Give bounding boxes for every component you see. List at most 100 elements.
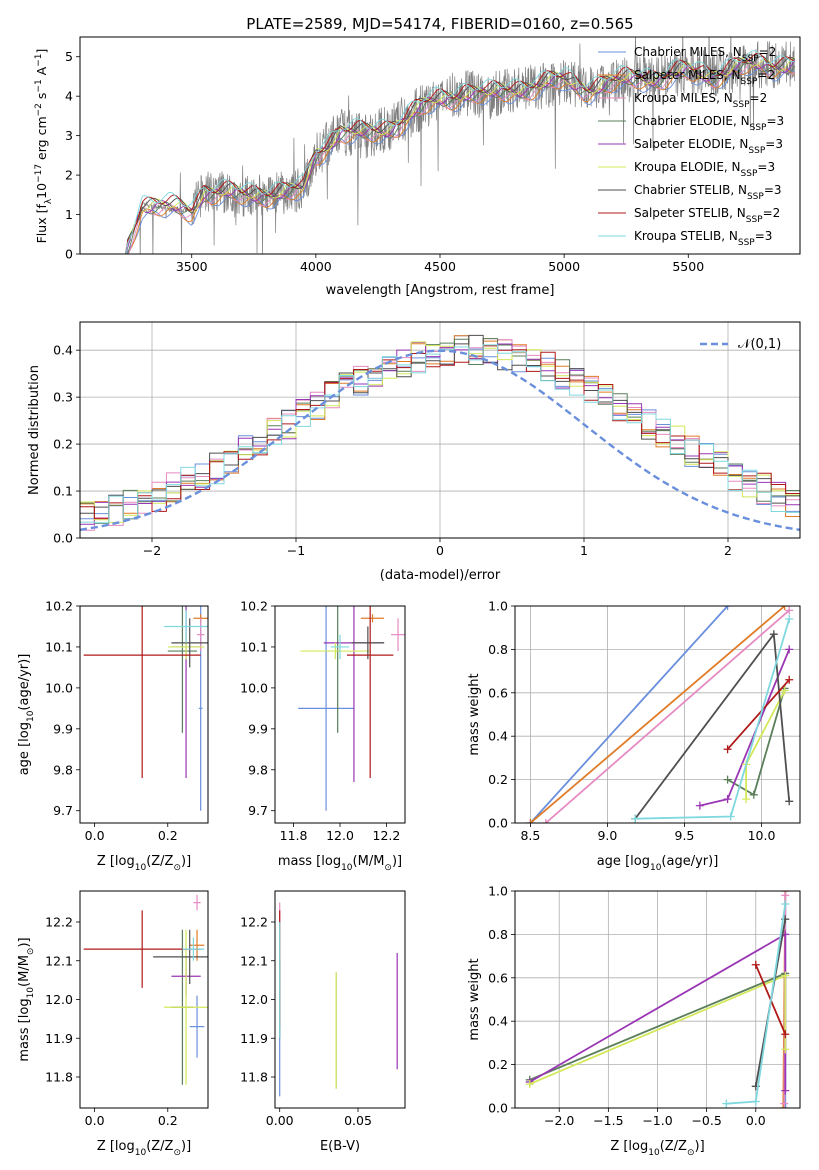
y-tick-label: 4: [65, 89, 73, 104]
errorbar-point: [164, 929, 208, 1085]
x-tick-label: 1: [580, 543, 588, 558]
errorbar-point: [360, 614, 385, 623]
y-tick-label: 10.1: [240, 639, 268, 654]
model-spectrum-line: [124, 61, 796, 254]
y-tick-label: 10.1: [45, 639, 73, 654]
axes-frame: [274, 605, 406, 824]
x-tick-label: −2.0: [544, 1113, 574, 1128]
mass-weight-marker: [723, 775, 732, 784]
mass-vs-metallicity-panel: 0.0 0.2 11.8 11.9 12.0 12.1 12.2 Z [log10(Z/Z⊙)…: [17, 890, 209, 1158]
y-tick-label: 10.2: [45, 599, 73, 614]
mass-weight-marker: [781, 1030, 790, 1039]
x-tick-label: 12.2: [373, 828, 401, 843]
y-tick-label: 10.0: [45, 680, 73, 695]
axes-frame: [514, 605, 801, 824]
y-tick-label: 0.4: [488, 729, 508, 744]
mass-vs-ebv-panel: 0.00 0.05 11.8 11.9 12.0 12.1 12.2 E(B-V): [240, 890, 406, 1154]
y-tick-label: 0.1: [53, 484, 73, 499]
y-tick-label: 1: [65, 207, 73, 222]
x-axis-label: mass [log10(M/M⊙)]: [278, 854, 402, 873]
x-tick-label: 9.5: [675, 828, 695, 843]
y-tick-label: 11.8: [45, 1070, 73, 1085]
x-tick-label: 11.8: [280, 828, 308, 843]
mass-weight-marker: [525, 1080, 534, 1089]
mass-weight-marker: [526, 819, 535, 823]
mass-weight-marker: [541, 819, 550, 823]
mass-weight-marker: [723, 745, 732, 754]
x-tick-label: 0.0: [746, 1113, 766, 1128]
mass-weight-marker: [723, 795, 732, 804]
y-tick-label: 3: [65, 128, 73, 143]
axes-frame: [79, 321, 801, 539]
mass-weight-marker: [785, 645, 794, 654]
errorbar-point: [164, 610, 208, 643]
model-spectrum-line: [124, 67, 796, 254]
y-axis-label: mass [log10(M/M⊙)]: [17, 937, 36, 1061]
mass-weight-marker: [785, 797, 794, 806]
y-tick-label: 0.4: [488, 1014, 508, 1029]
legend-label: Kroupa STELIB, NSSP=3: [634, 229, 772, 248]
y-tick-label: 9.7: [53, 803, 73, 818]
x-axis-label: Z [log10(Z/Z⊙)]: [97, 1139, 191, 1158]
y-axis-label: Normed distribution: [27, 365, 42, 495]
mass-weight-marker: [785, 675, 794, 684]
y-tick-label: 11.8: [240, 1070, 268, 1085]
mass-weight-marker: [779, 1104, 788, 1108]
mass-weight-marker: [722, 1099, 731, 1108]
axes-frame: [79, 890, 209, 1109]
mass-weight-marker: [695, 801, 704, 810]
plot-area: [525, 891, 790, 1108]
plot-area: [124, 37, 796, 254]
mass-weight-marker: [781, 1086, 790, 1095]
x-tick-label: −1.5: [593, 1113, 623, 1128]
plot-area: [279, 902, 398, 1097]
y-tick-label: 0.2: [488, 772, 508, 787]
figure-title: PLATE=2589, MJD=54174, FIBERID=0160, z=0…: [246, 15, 633, 33]
x-axis-label: wavelength [Angstrom, rest frame]: [326, 283, 555, 298]
mass-weight-line: [529, 972, 786, 1081]
mass-weight-line: [545, 609, 790, 823]
errorbar-point: [153, 929, 208, 984]
errorbar-point: [391, 618, 405, 652]
y-tick-label: 12.0: [45, 992, 73, 1007]
mass-weight-marker: [781, 971, 790, 980]
mass-weight-marker: [749, 790, 758, 799]
axes-frame: [79, 605, 209, 824]
residual-histogram: [80, 341, 800, 523]
y-tick-label: 9.7: [248, 803, 268, 818]
errorbar-point: [189, 929, 205, 961]
errorbar-point: [83, 910, 201, 988]
mass-weight-marker: [780, 686, 789, 695]
y-tick-label: 11.9: [240, 1031, 268, 1046]
x-axis-label: (data-model)/error: [380, 568, 501, 583]
errorbar-point: [83, 606, 201, 778]
x-tick-label: 0.2: [158, 828, 178, 843]
residuals-panel: −2 −1 0 1 2 0.0 0.1 0.2 0.3 0.4 (data-model)/error…: [27, 321, 801, 583]
x-tick-label: 2: [724, 543, 732, 558]
axes-frame: [514, 890, 801, 1109]
y-tick-label: 12.2: [240, 915, 268, 930]
plot-area: [526, 606, 794, 823]
y-tick-label: 0.8: [488, 927, 508, 942]
spectrum-panel: 3500 4000 4500 5000 5500 0 1 2 3 4 5 wavelength [An…: [34, 36, 801, 298]
y-tick-label: 0.4: [53, 343, 73, 358]
residual-histogram: [80, 334, 800, 520]
mass-weight-line: [726, 679, 790, 750]
x-tick-label: −1.0: [642, 1113, 672, 1128]
y-tick-label: 12.0: [240, 992, 268, 1007]
x-axis-label: Z [log10(Z/Z⊙)]: [610, 1139, 704, 1158]
residual-histogram: [80, 345, 800, 520]
x-tick-label: 0.0: [85, 828, 105, 843]
age-vs-mass-panel: 11.8 12.0 12.2 9.7 9.8 9.9 10.0 10.1 10.2 mass [l…: [240, 599, 406, 873]
y-tick-label: 0.6: [488, 970, 508, 985]
legend-label: Salpeter ELODIE, NSSP=3: [634, 137, 783, 156]
y-tick-label: 9.8: [248, 762, 268, 777]
legend-label: Chabrier ELODIE, NSSP=3: [634, 114, 784, 133]
plot-area: [83, 894, 208, 1085]
x-tick-label: 4000: [300, 259, 332, 274]
mass-weight-line: [529, 606, 786, 823]
errorbar-point: [171, 618, 208, 668]
x-tick-label: 0: [436, 543, 444, 558]
plot-area: [80, 334, 800, 531]
